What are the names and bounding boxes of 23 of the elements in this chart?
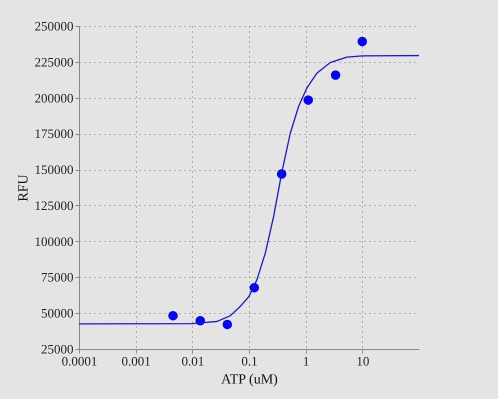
y-tick-label: 100000	[34, 234, 74, 249]
y-axis-title: RFU	[16, 174, 32, 202]
y-tick-label: 225000	[34, 54, 74, 70]
x-tick-label: 1	[302, 354, 310, 368]
x-tick-label: 0.001	[122, 354, 151, 368]
y-tick-label: 25000	[41, 342, 74, 356]
y-tick-label: 200000	[34, 90, 74, 106]
x-axis-title: ATP (uM)	[221, 372, 278, 388]
x-tick-label: 0.0001	[62, 354, 98, 368]
y-tick-label: 50000	[41, 306, 74, 321]
y-tick-label: 250000	[34, 18, 74, 34]
x-tick-label: 0.1	[241, 354, 258, 368]
x-tick-label: 10	[356, 354, 370, 368]
y-tick-label: 150000	[34, 162, 74, 178]
x-tick-label: 0.01	[181, 354, 204, 368]
point	[330, 70, 340, 80]
y-tick-label: 175000	[34, 126, 74, 142]
y-tick-label: 125000	[34, 198, 74, 213]
point	[303, 95, 313, 105]
point	[222, 320, 232, 330]
point	[168, 310, 178, 320]
point	[357, 36, 367, 46]
y-tick-label: 75000	[41, 270, 74, 285]
